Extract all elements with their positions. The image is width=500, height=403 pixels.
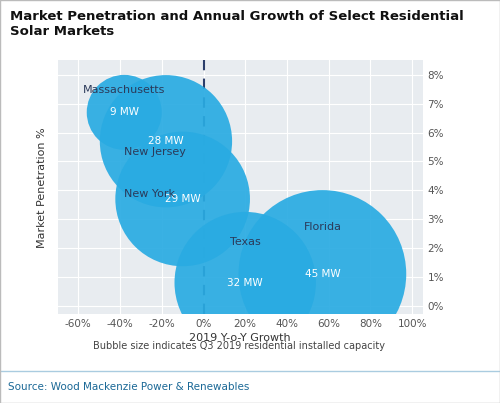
Text: 45 MW: 45 MW: [304, 269, 340, 279]
Point: [318, 271, 326, 277]
Point: [162, 138, 170, 144]
Point: [241, 279, 249, 286]
Point: [178, 196, 186, 202]
Text: Texas: Texas: [230, 237, 260, 247]
Text: New York: New York: [124, 189, 175, 199]
Text: 9 MW: 9 MW: [110, 107, 138, 117]
Text: Florida: Florida: [304, 222, 342, 232]
Text: Market Penetration and Annual Growth of Select Residential Solar Markets: Market Penetration and Annual Growth of …: [10, 10, 464, 38]
X-axis label: 2019 Y-o-Y Growth: 2019 Y-o-Y Growth: [189, 333, 291, 343]
Text: New Jersey: New Jersey: [124, 147, 186, 157]
Text: 32 MW: 32 MW: [228, 278, 263, 288]
Text: Bubble size indicates Q3 2019 residential installed capacity: Bubble size indicates Q3 2019 residentia…: [93, 341, 385, 351]
Y-axis label: Market Penetration %: Market Penetration %: [37, 127, 47, 248]
Text: Massachusetts: Massachusetts: [83, 85, 166, 95]
Text: 28 MW: 28 MW: [148, 136, 184, 146]
Text: Source: Wood Mackenzie Power & Renewables: Source: Wood Mackenzie Power & Renewable…: [8, 382, 249, 392]
Text: 29 MW: 29 MW: [165, 194, 200, 204]
Point: [120, 109, 128, 116]
